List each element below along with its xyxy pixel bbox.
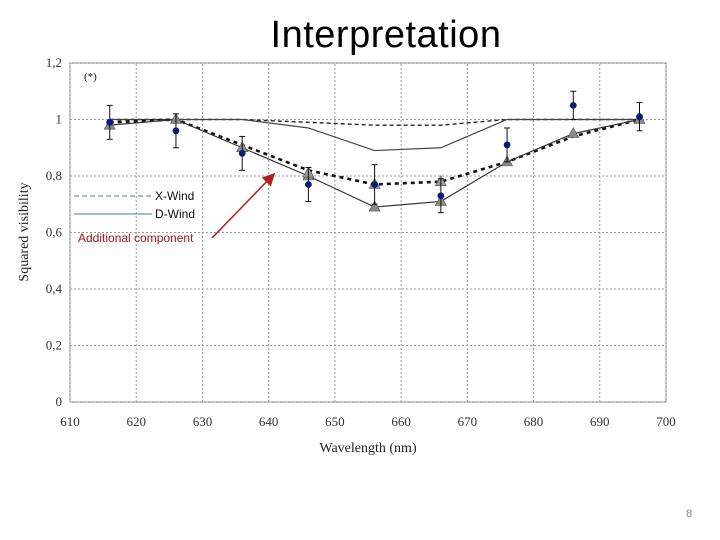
y-tick-label: 1 [56, 112, 63, 127]
panel-label: (*) [84, 71, 97, 83]
x-tick-label: 610 [60, 414, 80, 429]
x-tick-label: 620 [126, 414, 146, 429]
y-tick-label: 1,2 [46, 55, 62, 70]
x-tick-label: 650 [325, 414, 345, 429]
y-axis-title: Squared visibility [17, 182, 32, 281]
legend-label-x-wind: X-Wind [155, 189, 194, 203]
measurement-point [106, 118, 114, 126]
measurement-point [636, 113, 643, 121]
measurement-point [503, 141, 511, 149]
legend: X-Wind D-Wind [74, 189, 195, 221]
measurement-point [172, 127, 180, 135]
measurement-point [305, 181, 312, 188]
x-tick-label: 640 [259, 414, 279, 429]
y-tick-label: 0 [56, 394, 63, 409]
y-tick-label: 0,8 [46, 168, 62, 183]
series-3-marker [567, 127, 580, 138]
x-tick-label: 660 [391, 414, 411, 429]
measurement-point [238, 150, 246, 157]
x-axis-title: Wavelength (nm) [319, 441, 417, 456]
x-tick-label: 630 [193, 414, 213, 429]
series-1-line [109, 118, 640, 152]
x-tick-label: 680 [524, 414, 544, 429]
slide-number: 8 [686, 508, 693, 520]
x-tick-label: 700 [656, 414, 676, 429]
x-tick-label: 670 [458, 414, 478, 429]
annotation-label: Additional component [78, 231, 194, 245]
legend-label-d-wind: D-Wind [155, 207, 195, 221]
measurement-point [371, 181, 379, 188]
series-3-marker [368, 200, 381, 212]
measurement-point [437, 192, 445, 200]
annotation-arrow [211, 172, 276, 239]
y-tick-label: 0,6 [46, 225, 63, 240]
slide-title: Interpretation [270, 14, 502, 56]
x-tick-label: 690 [590, 414, 610, 429]
tick-labels: 0 0,2 0,4 0,6 0,8 1 1,2 610 620 630 640 650 660 670 68… [46, 55, 676, 429]
y-tick-label: 0,2 [46, 338, 62, 353]
y-tick-label: 0,4 [46, 281, 63, 296]
measurement-point [569, 101, 577, 109]
measurement-points [106, 90, 643, 214]
